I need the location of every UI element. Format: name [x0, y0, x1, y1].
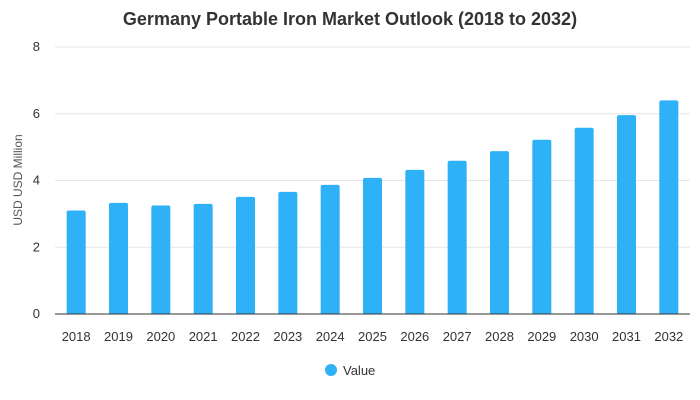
x-tick-label: 2031: [612, 329, 641, 344]
legend-label-value: Value: [343, 363, 375, 378]
x-tick-label: 2022: [231, 329, 260, 344]
bar-2024[interactable]: [320, 184, 340, 314]
y-axis-label: USD USD Million: [11, 134, 25, 225]
bars: [66, 100, 679, 315]
bar-2018[interactable]: [66, 210, 86, 314]
y-tick-label: 0: [33, 306, 40, 321]
bar-2026[interactable]: [405, 169, 425, 314]
bar-2022[interactable]: [236, 196, 255, 314]
y-tick-label: 6: [33, 106, 40, 121]
x-tick-label: 2026: [400, 329, 429, 344]
y-tick-label: 4: [33, 173, 40, 188]
bar-2032[interactable]: [659, 100, 679, 315]
bar-2027[interactable]: [447, 160, 467, 314]
y-tick-label: 2: [33, 239, 40, 254]
bar-2025[interactable]: [363, 177, 382, 314]
legend[interactable]: Value: [325, 363, 375, 378]
x-tick-label: 2024: [316, 329, 345, 344]
x-tick-label: 2029: [527, 329, 556, 344]
bar-2023[interactable]: [278, 191, 298, 314]
chart-title: Germany Portable Iron Market Outlook (20…: [123, 9, 577, 29]
legend-marker-value: [325, 364, 337, 376]
bar-2021[interactable]: [193, 203, 213, 314]
bar-2019[interactable]: [109, 202, 128, 314]
y-tick-label: 8: [33, 39, 40, 54]
x-tick-label: 2027: [443, 329, 472, 344]
y-axis-ticks: 0 2 4 6 8: [33, 39, 40, 321]
x-tick-label: 2020: [146, 329, 175, 344]
x-tick-label: 2019: [104, 329, 133, 344]
bar-2020[interactable]: [151, 205, 171, 314]
bar-2031[interactable]: [617, 115, 636, 315]
x-tick-label: 2018: [62, 329, 91, 344]
x-tick-label: 2021: [189, 329, 218, 344]
x-tick-label: 2028: [485, 329, 514, 344]
x-tick-label: 2025: [358, 329, 387, 344]
x-tick-label: 2030: [570, 329, 599, 344]
bar-2029[interactable]: [532, 139, 552, 314]
bar-2030[interactable]: [574, 127, 594, 314]
x-tick-label: 2023: [273, 329, 302, 344]
x-axis-ticks: 2018 2019 2020 2021 2022 2023 2024 2025 2026 2027…: [62, 329, 684, 344]
bar-2028[interactable]: [490, 151, 509, 314]
x-tick-label: 2032: [654, 329, 683, 344]
